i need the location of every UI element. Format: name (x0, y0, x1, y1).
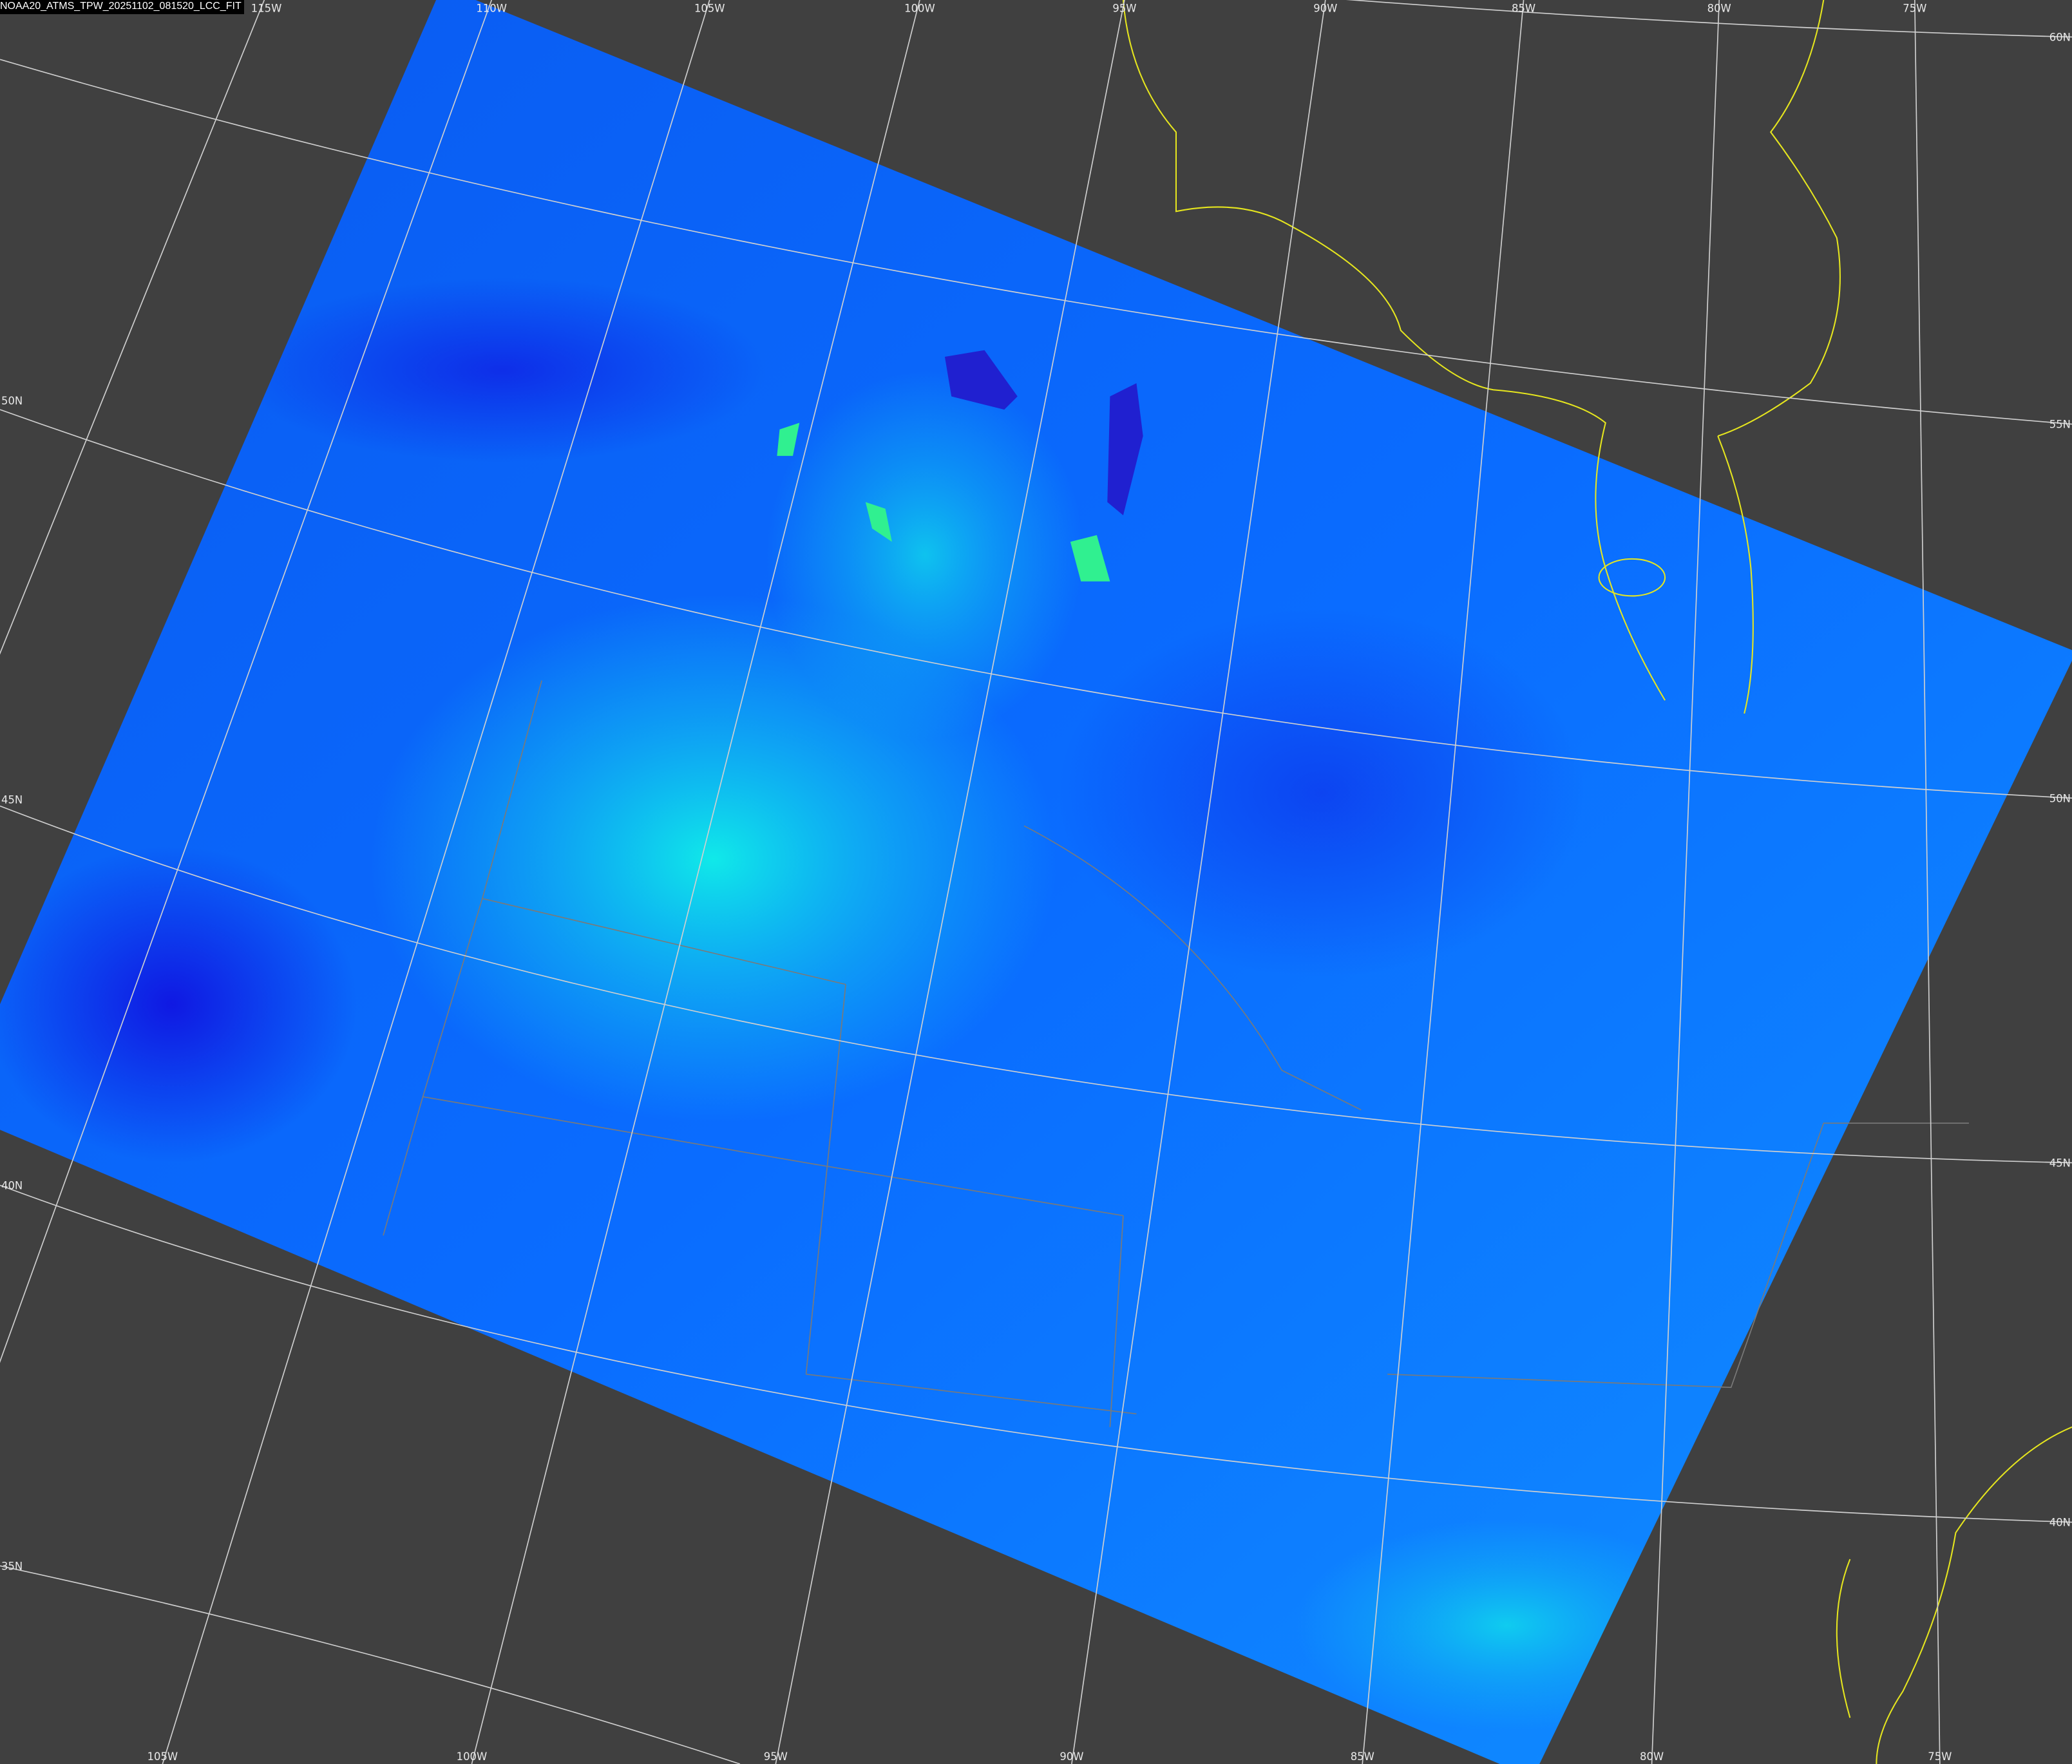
meridian-105w (162, 0, 710, 1764)
meridian-75w (1914, 0, 1941, 1764)
lon-label: 105W (147, 1750, 178, 1763)
meridian-85w (1362, 0, 1525, 1764)
meridian-115w (0, 0, 265, 655)
lon-label: 100W (457, 1750, 488, 1763)
lat-label: 45N (2049, 1157, 2071, 1170)
lat-label: 50N (2049, 792, 2071, 804)
dry-region-east (1057, 607, 1586, 978)
lat-label: 40N (2049, 1517, 2071, 1529)
lon-label: 90W (1313, 2, 1337, 14)
bottom-longitude-labels: 105W 100W 95W 90W 85W 80W 75W (147, 1750, 1952, 1763)
parallel-60n (1345, 0, 2072, 38)
lat-label: 55N (2049, 419, 2071, 431)
lon-label: 105W (694, 2, 725, 14)
state-borders (383, 680, 1969, 1427)
parallel-40n (0, 1184, 2072, 1523)
meridian-80w (1651, 0, 1720, 1764)
lon-label: 100W (904, 2, 935, 14)
lon-label: 95W (1112, 2, 1136, 14)
lon-label: 95W (764, 1750, 788, 1763)
lon-label: 75W (1928, 1750, 1952, 1763)
meridian-95w (775, 0, 1125, 1764)
right-latitude-labels: 60N 55N 50N 45N 40N (2049, 32, 2071, 1529)
lon-label: 110W (476, 2, 507, 14)
parallel-55n (0, 59, 2072, 425)
lat-label: 40N (1, 1180, 23, 1192)
dry-cell (944, 350, 1018, 410)
peak-cell (1070, 535, 1110, 582)
meridian-90w (1071, 0, 1326, 1764)
lon-label: 80W (1707, 2, 1731, 14)
lon-label: 85W (1351, 1750, 1374, 1763)
parallel-45n (0, 805, 2072, 1164)
top-longitude-labels: 115W 110W 105W 100W 95W 90W 85W 80W 75W (251, 2, 1927, 14)
lon-label: 85W (1512, 2, 1535, 14)
dry-cell (1107, 383, 1143, 516)
coastline (1122, 0, 2072, 1764)
moist-region-north (766, 370, 1084, 740)
dry-region-west (0, 846, 357, 1163)
peak-cell (865, 502, 892, 542)
lon-label: 75W (1903, 2, 1926, 14)
lat-label: 50N (1, 395, 23, 407)
lon-label: 80W (1640, 1750, 1664, 1763)
image-title: NOAA20_ATMS_TPW_20251102_081520_LCC_FIT (0, 0, 244, 14)
parallel-50n (0, 409, 2072, 799)
meridian-110w (0, 0, 492, 1363)
lat-label: 60N (2049, 32, 2071, 44)
left-latitude-labels: 50N 45N 40N 35N (1, 395, 23, 1573)
lat-label: 35N (1, 1560, 23, 1572)
dry-region-northwest (238, 277, 766, 463)
lon-label: 90W (1060, 1750, 1083, 1763)
lon-label: 115W (251, 2, 282, 14)
meridian-100w (471, 0, 920, 1764)
parallel-35n (0, 1565, 741, 1764)
lat-label: 45N (1, 793, 23, 806)
peak-cell (777, 422, 800, 456)
